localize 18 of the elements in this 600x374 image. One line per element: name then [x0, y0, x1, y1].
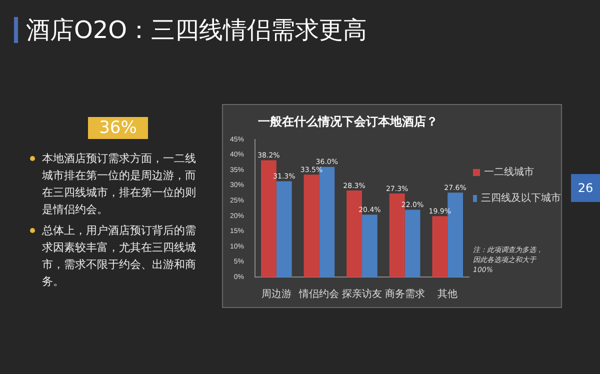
bar	[432, 216, 448, 277]
text: 26	[571, 174, 600, 202]
x-tick-label: 其他	[438, 288, 458, 300]
x-tick-label: 周边游	[261, 288, 292, 300]
text: 36%	[88, 117, 148, 139]
x-tick-label: 情侣约会	[298, 288, 340, 300]
x-tick-label: 探亲访友	[342, 288, 382, 300]
chart-subtitle: 一般在什么情况下会订本地酒店？	[258, 114, 438, 129]
x-tick-label: 商务需求	[384, 288, 425, 300]
text: 本地酒店预订需求方面，一二线城市排在第一位的是周边游，而在三四线城市，排在第一位的则是情侣约会。	[30, 150, 202, 218]
bar	[404, 210, 420, 277]
legend-label: 三四线及以下城市	[481, 192, 561, 205]
bar	[276, 181, 292, 277]
bar	[304, 174, 320, 277]
chart-title: 酒店O2O：三四线情侣需求更高	[26, 15, 368, 46]
bar	[362, 214, 378, 277]
text: 总体上，用户酒店预订背后的需求因素较丰富，尤其在三四线城市，需求不限于约会、出游和商务。	[30, 222, 202, 290]
legend-label: 一二线城市	[484, 166, 534, 179]
